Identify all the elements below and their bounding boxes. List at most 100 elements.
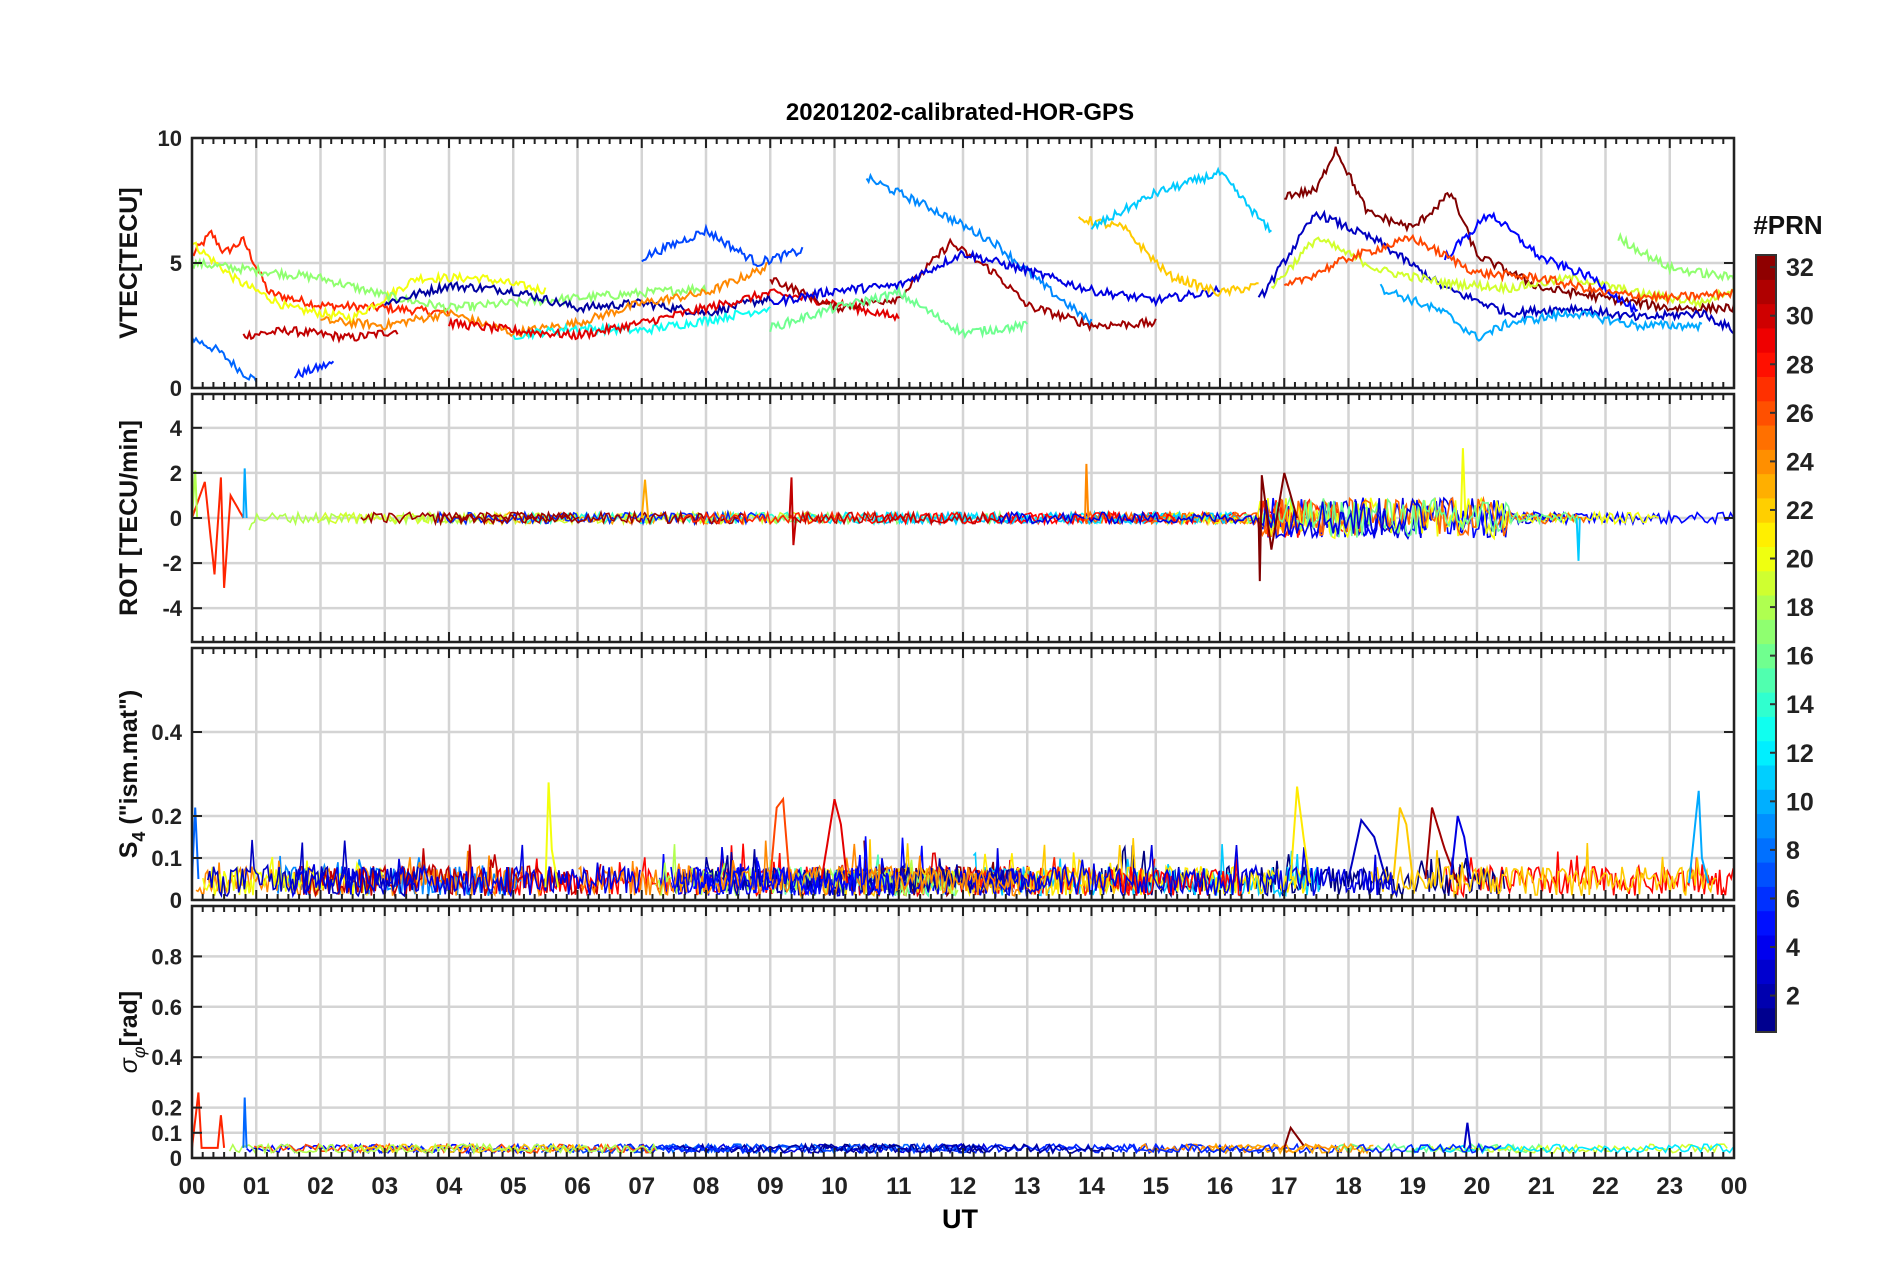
colorbar-segment (1756, 667, 1776, 693)
y-tick-label: 0.4 (151, 1045, 182, 1070)
y-tick-label: 0.2 (151, 804, 182, 829)
panel-data (192, 146, 1734, 383)
panel-1: -4 -2 0 2 4 ROT [TECU/min] (115, 392, 1736, 644)
colorbar-segment (1756, 910, 1776, 936)
series-line-prn-27 (192, 477, 245, 588)
series-line-prn-17 (192, 257, 707, 314)
x-tick-label: 22 (1592, 1173, 1619, 1200)
sigma-noise-trace (228, 1142, 658, 1155)
series-line-prn-11 (1090, 166, 1272, 234)
series-line-prn-22 (1392, 807, 1414, 880)
colorbar-segment (1756, 473, 1776, 499)
series-line-prn-23 (640, 479, 650, 519)
colorbar-segment (1756, 522, 1776, 547)
series-line-prn-3 (1347, 817, 1388, 884)
colorbar-segment (1756, 692, 1776, 717)
colorbar-tick-label: 6 (1786, 885, 1800, 913)
series-line-prn-16 (769, 285, 1029, 340)
colorbar-segment (1756, 643, 1776, 669)
colorbar-segment (1756, 862, 1776, 887)
colorbar-segment (1756, 303, 1776, 329)
x-tick-label: 06 (564, 1173, 591, 1200)
colorbar-tick-label: 22 (1786, 497, 1814, 525)
x-tick-label: 09 (757, 1173, 784, 1200)
s4-noise-trace (670, 836, 896, 898)
rot-noise-trace (866, 509, 1177, 527)
series-line-prn-20 (192, 241, 547, 324)
panel-data (192, 782, 1734, 899)
colorbar-tick-label: 10 (1786, 788, 1814, 816)
colorbar-segment (1756, 959, 1776, 985)
x-tick-label: 13 (1014, 1173, 1041, 1200)
x-tick-label: 08 (693, 1173, 720, 1200)
s4-noise-trace (960, 845, 1398, 898)
series-line-prn-24 (320, 261, 771, 338)
colorbar-segment (1756, 886, 1776, 912)
noise-traces (248, 495, 1734, 541)
sigma-noise-trace (1410, 1143, 1734, 1155)
panel-0: 0 5 10 VTEC[TECU] (115, 126, 1736, 401)
x-tick-label: 19 (1399, 1173, 1426, 1200)
colorbar-segment (1756, 497, 1776, 523)
rot-noise-trace (1254, 496, 1734, 540)
series-line-prn-32 (1284, 146, 1734, 316)
x-tick-label: 10 (821, 1173, 848, 1200)
x-tick-label: 02 (307, 1173, 334, 1200)
series-line-prn-29 (820, 798, 849, 884)
series-line-prn-32 (1257, 472, 1299, 582)
series-line-prn-9 (865, 172, 1093, 326)
colorbar-segment (1756, 424, 1776, 450)
colorbar-segment (1756, 837, 1776, 863)
series-line-prn-3 (1257, 209, 1734, 335)
colorbar-frame (1755, 254, 1777, 1033)
y-axis-label: S4 ("ism.mat") (115, 690, 149, 859)
colorbar-tick-label: 2 (1786, 983, 1800, 1011)
x-tick-label: 16 (1207, 1173, 1234, 1200)
colorbar-segment (1756, 570, 1776, 596)
y-tick-label: 0 (170, 376, 182, 401)
y-tick-label: 0.8 (151, 944, 182, 969)
rot-noise-trace (360, 510, 580, 527)
y-tick-label: -2 (162, 551, 182, 576)
series-line-prn-4 (769, 249, 1221, 308)
s4-noise-trace (578, 840, 1021, 897)
x-tick-label: 15 (1142, 1173, 1169, 1200)
y-tick-label: 0.4 (151, 720, 182, 745)
colorbar-segment (1756, 716, 1776, 742)
colorbar-segment (1756, 619, 1776, 645)
series-line-prn-5 (1443, 211, 1639, 313)
rot-noise-trace (998, 497, 1424, 540)
x-tick-label: 05 (500, 1173, 527, 1200)
noise-traces (195, 836, 1734, 899)
series-line-prn-24 (1084, 463, 1090, 519)
series-line-prn-3 (1463, 1122, 1472, 1149)
colorbar-segment (1756, 764, 1776, 790)
series-line-prn-31 (769, 237, 1157, 333)
y-axis-label: σφ[rad] (115, 991, 149, 1073)
series-line-prn-17 (1617, 232, 1734, 282)
series-line-prn-26 (1283, 233, 1734, 306)
colorbar-tick-label: 8 (1786, 837, 1800, 865)
colorbar-segment (1756, 1007, 1776, 1033)
x-tick-label: 11 (886, 1173, 911, 1200)
series-line-prn-10 (1379, 283, 1703, 342)
y-tick-label: 0 (170, 888, 182, 913)
s4-noise-trace (288, 844, 641, 899)
colorbar-tick-label: 16 (1786, 643, 1814, 671)
sigma-noise-trace (1202, 1142, 1374, 1155)
y-tick-label: 4 (170, 416, 183, 441)
panel-data (192, 448, 1734, 588)
sigma-noise-trace (347, 1142, 587, 1155)
x-tick-label: 21 (1528, 1173, 1555, 1200)
series-line-prn-32 (1283, 1125, 1305, 1149)
sigma-noise-trace (676, 1142, 1114, 1155)
y-tick-label: 0.6 (151, 995, 182, 1020)
s4-noise-trace (207, 839, 419, 899)
colorbar-tick-label: 28 (1786, 351, 1814, 379)
colorbar-segment (1756, 352, 1776, 378)
series-line-prn-27 (192, 229, 450, 318)
series-line-prn-4 (1450, 815, 1472, 880)
series-line-prn-10 (242, 468, 248, 519)
